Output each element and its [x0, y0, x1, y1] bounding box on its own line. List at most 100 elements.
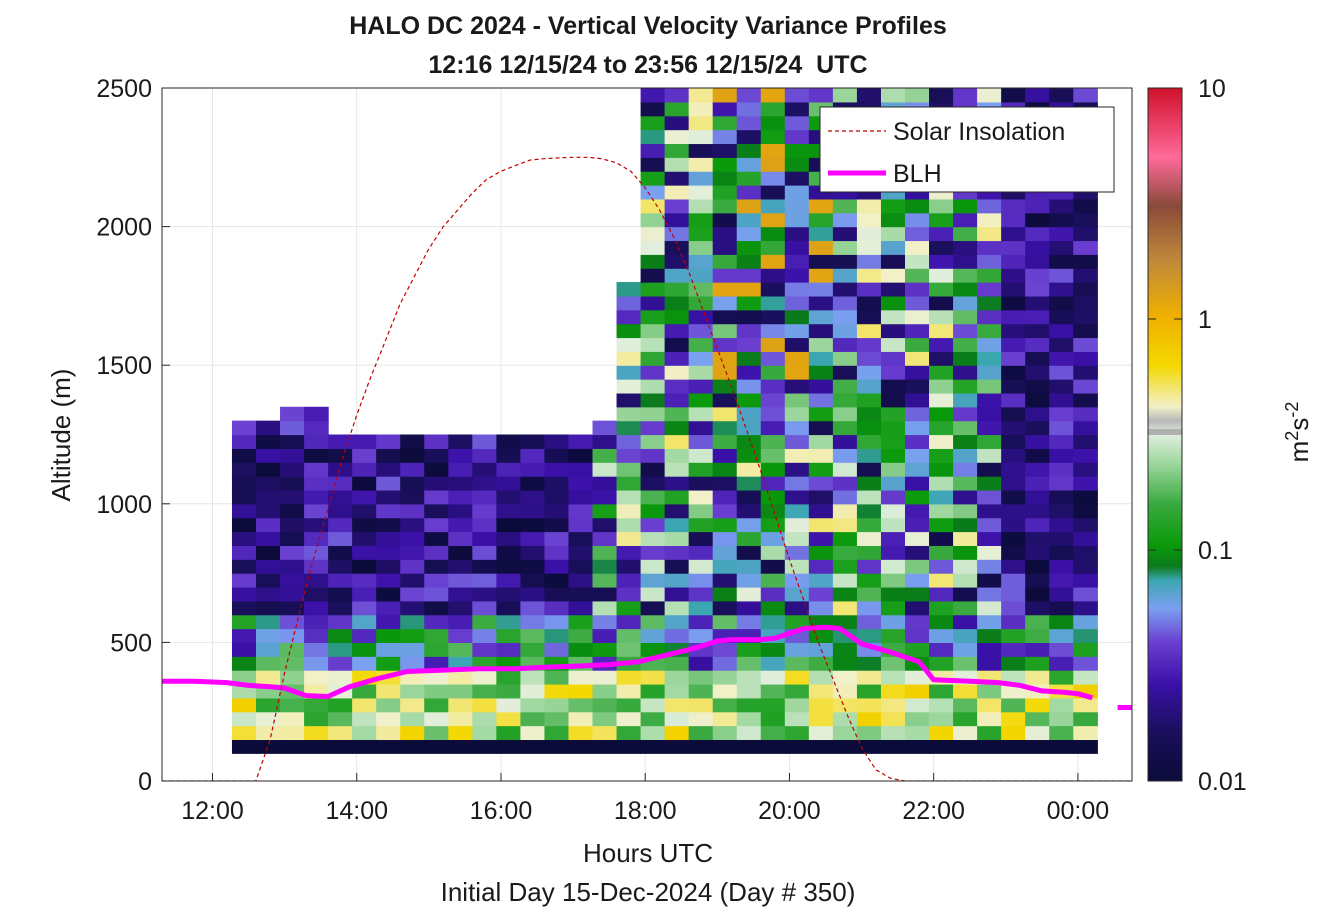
- heatmap-cell: [448, 586, 473, 602]
- heatmap-cell: [1001, 476, 1026, 491]
- heatmap-cell: [688, 143, 714, 158]
- heatmap-cell: [640, 739, 666, 754]
- heatmap-cell: [832, 476, 858, 491]
- heatmap-cell: [664, 420, 690, 436]
- heatmap-cell: [808, 573, 834, 588]
- heatmap-cell: [520, 573, 546, 588]
- heatmap-cell: [1073, 600, 1098, 616]
- heatmap-cell: [832, 656, 858, 671]
- heatmap-cell: [712, 365, 738, 380]
- heatmap-cell: [712, 88, 738, 103]
- heatmap-cell: [929, 545, 954, 560]
- heatmap-cell: [664, 365, 690, 380]
- heatmap-cell: [231, 559, 257, 574]
- heatmap-cell: [736, 351, 762, 366]
- heatmap-cell: [832, 226, 858, 242]
- heatmap-cell: [856, 628, 882, 643]
- heatmap-cell: [688, 392, 714, 408]
- heatmap-cell: [1049, 434, 1074, 449]
- heatmap-cell: [520, 739, 546, 754]
- heatmap-cell: [856, 489, 882, 505]
- heatmap-cell: [640, 559, 666, 574]
- heatmap-cell: [1049, 323, 1074, 339]
- heatmap-cell: [784, 420, 810, 436]
- heatmap-cell: [760, 476, 786, 491]
- heatmap-cell: [544, 683, 570, 699]
- heatmap-cell: [400, 559, 425, 574]
- heatmap-cell: [1073, 212, 1098, 228]
- heatmap-cell: [712, 392, 738, 408]
- heatmap-cell: [736, 406, 762, 422]
- heatmap-cell: [616, 295, 642, 311]
- heatmap-cell: [1025, 489, 1050, 505]
- heatmap-cell: [808, 240, 834, 255]
- heatmap-cell: [1001, 725, 1026, 741]
- heatmap-cell: [688, 198, 714, 214]
- heatmap-cell: [953, 683, 978, 699]
- heatmap-cell: [808, 656, 834, 671]
- heatmap-cell: [376, 476, 401, 491]
- heatmap-cell: [953, 420, 978, 436]
- heatmap-cell: [832, 683, 858, 699]
- heatmap-cell: [520, 683, 546, 699]
- heatmap-cell: [328, 600, 353, 616]
- heatmap-cell: [880, 683, 906, 699]
- heatmap-cell: [1025, 559, 1050, 574]
- heatmap-cell: [760, 254, 786, 269]
- heatmap-cell: [448, 531, 473, 546]
- heatmap-cell: [832, 517, 858, 533]
- heatmap-cell: [1049, 503, 1074, 519]
- heatmap-cell: [856, 88, 882, 103]
- heatmap-cell: [760, 115, 786, 131]
- heatmap-cell: [496, 711, 522, 727]
- heatmap-cell: [448, 725, 473, 741]
- heatmap-cell: [544, 600, 570, 616]
- heatmap-cell: [1001, 462, 1026, 477]
- heatmap-cell: [1001, 379, 1026, 394]
- heatmap-cell: [688, 254, 714, 269]
- heatmap-cell: [929, 323, 954, 339]
- heatmap-cell: [544, 517, 570, 533]
- heatmap-cell: [688, 406, 714, 422]
- heatmap-cell: [880, 656, 906, 671]
- heatmap-cell: [736, 448, 762, 463]
- heatmap-cell: [328, 434, 353, 449]
- heatmap-cell: [664, 351, 690, 366]
- heatmap-cell: [231, 586, 257, 602]
- heatmap-cell: [472, 531, 497, 546]
- heatmap-cell: [1049, 295, 1074, 311]
- heatmap-cell: [640, 171, 666, 186]
- heatmap-cell: [712, 517, 738, 533]
- heatmap-cell: [784, 337, 810, 352]
- heatmap-cell: [1025, 337, 1050, 352]
- series-lines: [162, 156, 1132, 781]
- heatmap-cell: [616, 379, 642, 394]
- heatmap-cell: [568, 448, 594, 463]
- heatmap-cell: [929, 268, 954, 283]
- heatmap-cell: [712, 101, 738, 117]
- heatmap-cell: [520, 545, 546, 560]
- heatmap-cell: [688, 600, 714, 616]
- heatmap-cell: [424, 586, 449, 602]
- heatmap-cell: [400, 545, 425, 560]
- heatmap-cell: [784, 143, 810, 158]
- heatmap-cell: [929, 628, 954, 643]
- heatmap-cell: [1001, 448, 1026, 463]
- heatmap-cell: [304, 711, 329, 727]
- heatmap-cell: [760, 517, 786, 533]
- heatmap-cell: [784, 670, 810, 685]
- heatmap-cell: [977, 573, 1002, 588]
- heatmap-cell: [977, 323, 1002, 339]
- heatmap-cell: [664, 157, 690, 172]
- heatmap-cell: [880, 406, 906, 422]
- heatmap-cell: [664, 600, 690, 616]
- heatmap-cell: [736, 559, 762, 574]
- heatmap-cell: [904, 711, 930, 727]
- heatmap-cell: [520, 559, 546, 574]
- heatmap-cell: [929, 88, 954, 103]
- heatmap-cell: [376, 600, 401, 616]
- heatmap-cell: [856, 614, 882, 630]
- heatmap-cell: [1073, 711, 1098, 727]
- heatmap-cell: [424, 600, 449, 616]
- heatmap-cell: [856, 739, 882, 754]
